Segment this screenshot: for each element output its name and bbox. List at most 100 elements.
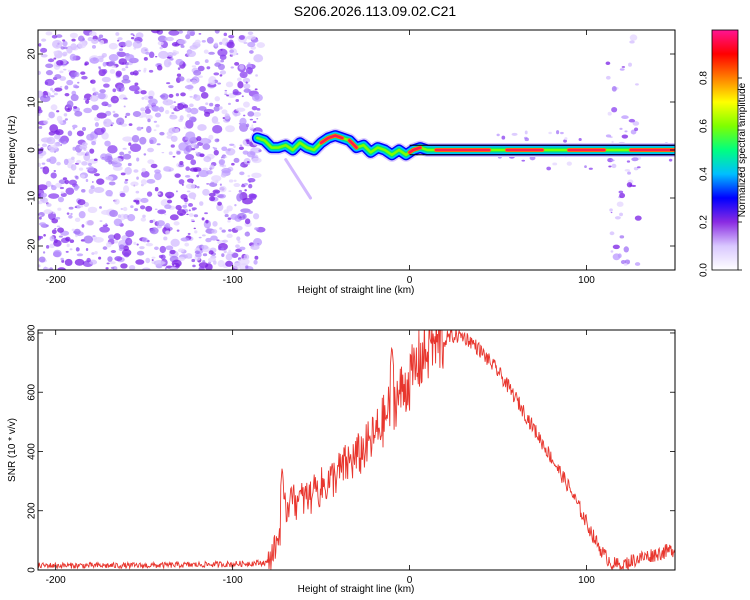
spectrogram-noise-cell — [239, 144, 243, 147]
spectrogram-noise-cell — [153, 120, 158, 123]
spectrogram-noise-cell — [628, 118, 636, 123]
spectrogram-noise-cell — [253, 112, 262, 117]
spectrogram-noise-cell — [223, 38, 227, 41]
spectrogram-noise-cell — [129, 143, 142, 152]
spectrogram-noise-cell — [154, 246, 159, 251]
spectrogram-noise-cell — [156, 220, 165, 227]
spectrogram-noise-cell — [216, 138, 220, 142]
spectrogram-noise-cell — [634, 262, 641, 266]
spectrogram-noise-cell — [610, 250, 614, 253]
spectrogram-noise-cell — [251, 172, 262, 179]
spectrogram-noise-cell — [110, 266, 115, 270]
spectrogram-noise-cell — [66, 106, 69, 109]
spectrogram-noise-cell — [57, 267, 66, 270]
spectrogram-noise-cell — [140, 111, 147, 118]
spectrogram-noise-cell — [85, 151, 90, 156]
colorbar-gradient — [712, 30, 738, 270]
spectrogram-noise-cell — [185, 145, 193, 152]
spectrogram-noise-cell — [238, 258, 250, 266]
spectrogram-noise-cell — [52, 90, 56, 93]
spectrogram-noise-cell — [85, 99, 90, 104]
spectrogram-noise-cell — [48, 156, 57, 164]
spectrogram-noise-cell — [189, 116, 197, 123]
spectrogram-noise-cell — [621, 115, 629, 120]
spectrogram-noise-cell — [253, 259, 258, 265]
spectrogram-noise-cell — [206, 183, 210, 185]
spectrogram-noise-cell — [186, 190, 191, 193]
spectrogram-noise-cell — [57, 196, 65, 203]
spectrogram-noise-cell — [183, 126, 187, 130]
spectrogram-noise-cell — [233, 145, 236, 148]
spectrogram-noise-cell — [187, 203, 194, 207]
spectrogram-noise-cell — [54, 227, 57, 230]
spectrogram-noise-cell — [217, 63, 225, 71]
spectrogram-noise-cell — [70, 212, 73, 216]
spectrogram-noise-cell — [84, 63, 88, 66]
spectrogram-noise-cell — [169, 105, 176, 109]
spectrogram-noise-cell — [156, 64, 163, 71]
spectrogram-noise-cell — [148, 69, 154, 73]
spectrogram-noise-cell — [233, 113, 238, 117]
spectrogram-noise-cell — [256, 42, 266, 49]
spectrogram-noise-cell — [154, 56, 158, 58]
spectrogram-noise-cell — [72, 146, 76, 151]
spectrogram-noise-cell — [202, 143, 211, 150]
spectrogram-noise-cell — [145, 205, 153, 212]
spectrogram-noise-cell — [56, 110, 60, 113]
spectrogram-noise-cell — [230, 213, 238, 220]
spectrogram-noise-cell — [96, 112, 107, 119]
colorbar-frame — [711, 29, 739, 271]
snr-y-tick-label: 400 — [27, 443, 38, 460]
spectrogram-noise-cell — [564, 137, 568, 141]
spectrogram-noise-cell — [180, 92, 186, 97]
spectrogram-noise-cell — [83, 107, 93, 114]
spectrogram-noise-cell — [49, 267, 53, 270]
spectrogram-noise-cell — [612, 244, 620, 250]
spectrogram-noise-cell — [239, 246, 246, 251]
spectrogram-noise-cell — [85, 220, 95, 226]
spectrogram-noise-cell — [107, 145, 118, 154]
spectrogram-noise-cell — [122, 206, 128, 212]
spectrogram-noise-cell — [182, 104, 189, 109]
snr-y-tick-label: 200 — [27, 502, 38, 519]
spectrogram-noise-cell — [524, 130, 528, 135]
spectrogram-noise-cell — [56, 115, 63, 122]
spectrogram-noise-cell — [224, 91, 228, 95]
spectrogram-noise-cell — [236, 236, 241, 241]
spectrogram-noise-cell — [83, 147, 87, 151]
spectrogram-noise-cell — [127, 162, 132, 167]
spectrogram-noise-cell — [188, 213, 194, 217]
spectrogram-noise-cell — [209, 196, 216, 202]
spectrogram-ridge-peak — [319, 134, 344, 145]
snr-x-tick-label: 100 — [578, 575, 595, 586]
spectrogram-noise-cell — [201, 234, 206, 237]
spectrogram-noise-cell — [63, 158, 69, 166]
spectrogram-noise-cell — [186, 78, 192, 83]
spectrogram-noise-cell — [235, 244, 240, 249]
spectrogram-noise-cell — [101, 55, 105, 58]
spectrogram-noise-cell — [621, 66, 626, 68]
spectrogram-noise-cell — [213, 180, 218, 184]
spectrogram-noise-cell — [194, 230, 198, 234]
spectrogram-noise-cell — [208, 192, 216, 197]
spectrogram-y-tick-label: -20 — [27, 238, 38, 253]
spectrogram-noise-cell — [103, 118, 113, 128]
spectrogram-noise-cell — [168, 127, 177, 134]
spectrogram-noise-cell — [119, 151, 125, 156]
spectrogram-noise-cell — [59, 70, 64, 74]
spectrogram-noise-cell — [256, 118, 259, 120]
spectrogram-noise-cell — [91, 181, 94, 184]
spectrogram-noise-cell — [584, 165, 587, 169]
snr-y-tick-label: 600 — [27, 383, 38, 400]
spectrogram-noise-cell — [236, 212, 247, 220]
spectrogram-noise-cell — [50, 104, 58, 111]
spectrogram-noise-cell — [50, 172, 57, 179]
spectrogram-noise-cell — [224, 213, 229, 218]
spectrogram-noise-cell — [64, 179, 70, 185]
spectrogram-noise-cell — [98, 256, 102, 260]
spectrogram-noise-cell — [70, 72, 76, 79]
spectrogram-noise-cell — [246, 35, 257, 40]
spectrogram-noise-cell — [48, 193, 60, 199]
spectrogram-noise-cell — [53, 57, 57, 60]
